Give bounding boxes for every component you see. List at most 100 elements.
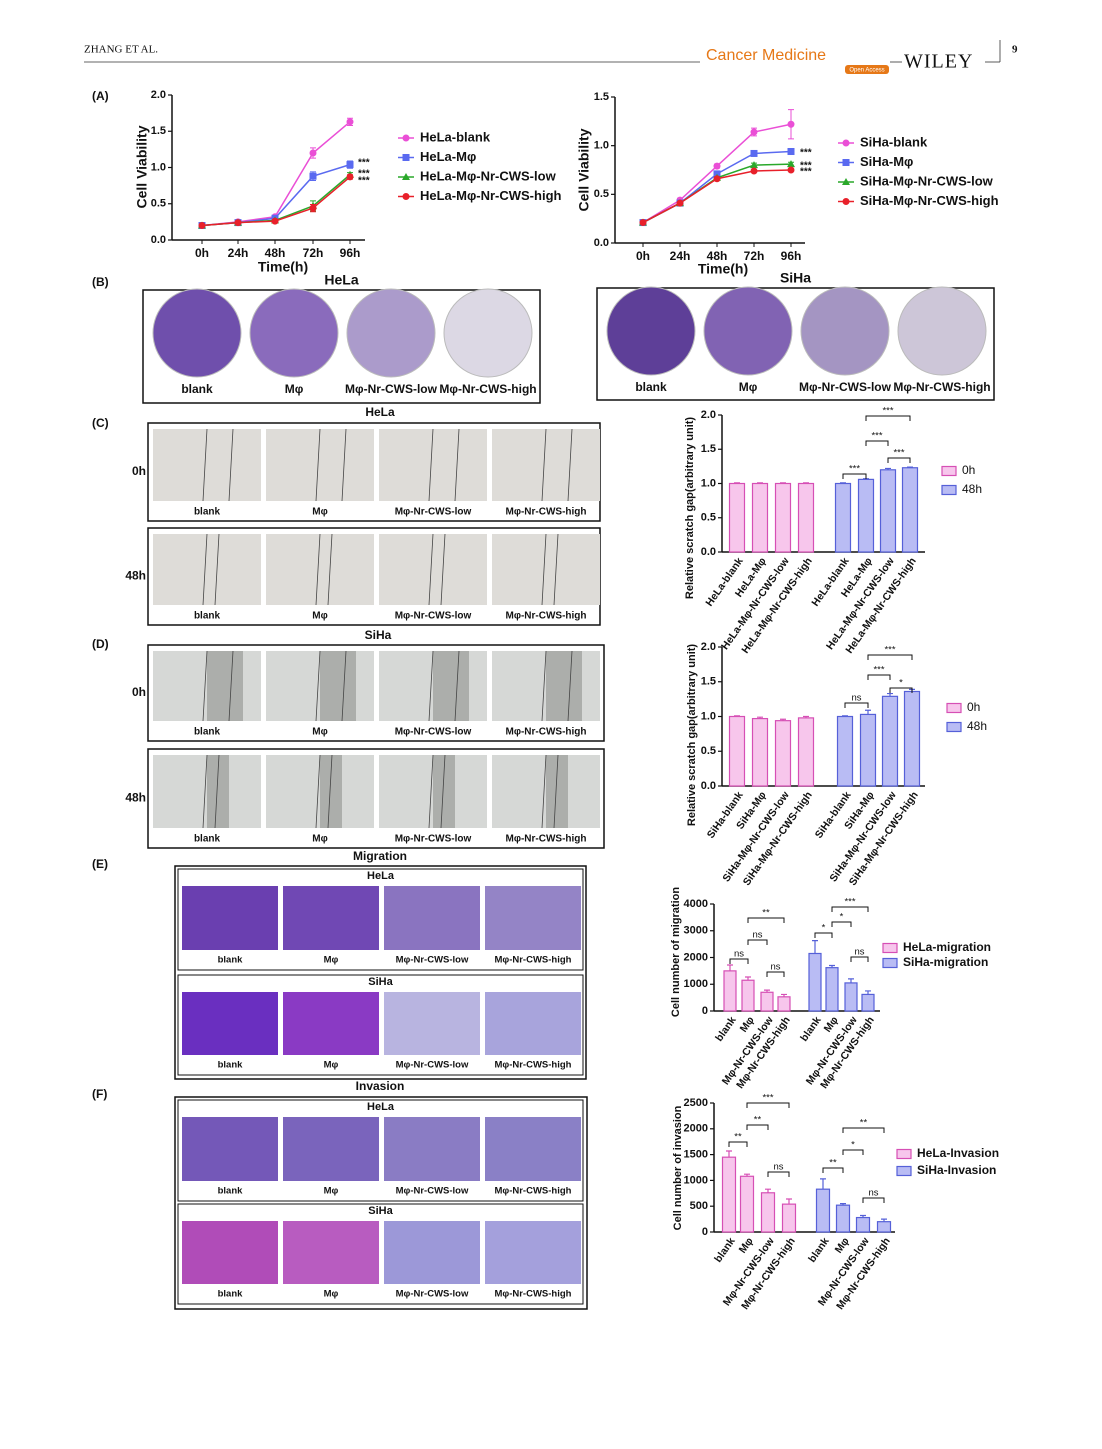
legend-label: SiHa-migration [903, 955, 988, 969]
significance: ** [754, 1115, 762, 1126]
micrograph [266, 534, 374, 605]
y-tick-label: 0.0 [594, 237, 609, 249]
scratch-band [320, 755, 342, 828]
row-label: 0h [132, 464, 146, 478]
marker [787, 166, 795, 174]
scratch-edge [541, 754, 559, 829]
bar [741, 979, 755, 1012]
bracket [831, 906, 869, 912]
legend-label: SiHa-Mφ [860, 154, 913, 169]
scratch-edge [541, 428, 573, 502]
group-title: SiHa [368, 1205, 393, 1217]
legend-swatch [882, 942, 898, 954]
bar [879, 469, 897, 553]
marker [787, 120, 795, 128]
marker [713, 162, 721, 170]
scratch-edge [315, 754, 333, 829]
marker [639, 219, 647, 227]
significance: ** [762, 908, 770, 919]
bar [751, 717, 769, 787]
colony-dish [152, 288, 242, 378]
image-label: Mφ-Nr-CWS-low [395, 611, 472, 622]
image-label: Mφ [312, 611, 327, 622]
significance: ns [868, 1188, 878, 1199]
scratch-band [433, 755, 455, 828]
legend-swatch [896, 1165, 912, 1177]
micrograph [379, 534, 487, 605]
micrograph [182, 886, 278, 950]
marker [271, 217, 279, 225]
significance: *** [873, 665, 884, 676]
bracket [729, 958, 749, 964]
badge: Open Access [849, 68, 884, 74]
bracket [746, 1102, 790, 1108]
bar [781, 1203, 797, 1233]
significance: * [840, 912, 844, 923]
micrograph [283, 1117, 379, 1181]
bar [834, 482, 852, 553]
y-tick-label: 2.0 [701, 409, 716, 421]
bar [760, 991, 774, 1012]
bar [844, 982, 858, 1012]
legend-label: HeLa-Mφ-Nr-CWS-low [420, 168, 557, 183]
bar [876, 1221, 892, 1233]
scratch-band [207, 651, 243, 721]
panel-frame [174, 865, 587, 1080]
image-label: Mφ-Nr-CWS-high [505, 611, 586, 622]
y-tick-label: 0.5 [701, 745, 716, 757]
micrograph [485, 1221, 581, 1284]
marker [842, 139, 850, 147]
x-tick-label: 48h [707, 249, 728, 263]
panel-label: (A) [92, 89, 109, 103]
marker [402, 134, 410, 142]
micrograph [266, 429, 374, 501]
scratch-edge [428, 754, 446, 829]
image-label: Mφ-Nr-CWS-low [799, 380, 892, 394]
scratch-edge [202, 533, 220, 606]
x-tick-label: 72h [303, 246, 324, 260]
image-label: Mφ-Nr-CWS-high [495, 1186, 572, 1197]
image-label: Mφ-Nr-CWS-low [345, 382, 438, 396]
image-label: blank [194, 611, 221, 622]
colony-dish [249, 288, 339, 378]
legend-label: HeLa-blank [420, 129, 491, 144]
significance: *** [849, 464, 860, 475]
error-bar [812, 940, 818, 954]
panel-frame [596, 287, 995, 401]
legend-label: HeLa-Mφ-Nr-CWS-high [420, 188, 562, 203]
marker [346, 173, 354, 181]
panel-title: Invasion [356, 1079, 405, 1093]
scratch-edge [541, 533, 559, 606]
bracket [842, 1127, 885, 1133]
significance: * [851, 1140, 855, 1151]
panel-title: HeLa [324, 272, 358, 288]
bar [808, 952, 822, 1012]
legend-swatch [896, 1148, 912, 1160]
panel-label: (B) [92, 275, 109, 289]
legend-label: HeLa-migration [903, 940, 991, 954]
group-frame [177, 868, 584, 971]
group-title: SiHa [368, 976, 393, 988]
bracket [850, 956, 869, 962]
significance: *** [800, 167, 812, 178]
legend-label: HeLa-Mφ [420, 149, 476, 164]
bracket [889, 687, 913, 693]
significance: * [899, 678, 903, 689]
image-label: Mφ-Nr-CWS-low [395, 727, 472, 738]
y-axis-title: Cell Viability [134, 125, 150, 208]
marker [309, 149, 317, 157]
y-tick-label: 1.5 [594, 91, 609, 103]
colony-dish [443, 288, 533, 378]
x-tick-label: 72h [744, 249, 765, 263]
y-tick-label: 0.5 [151, 198, 166, 210]
significance: ns [854, 947, 864, 958]
y-tick-label: 0.5 [701, 512, 716, 524]
x-tick-label: 0h [636, 249, 650, 263]
bracket [747, 917, 785, 923]
legend-swatch [941, 465, 957, 477]
y-tick-label: 2000 [684, 1123, 708, 1135]
panel-title: SiHa [365, 628, 392, 642]
y-tick-label: 1.0 [701, 710, 716, 722]
x-tick-label: 96h [781, 249, 802, 263]
